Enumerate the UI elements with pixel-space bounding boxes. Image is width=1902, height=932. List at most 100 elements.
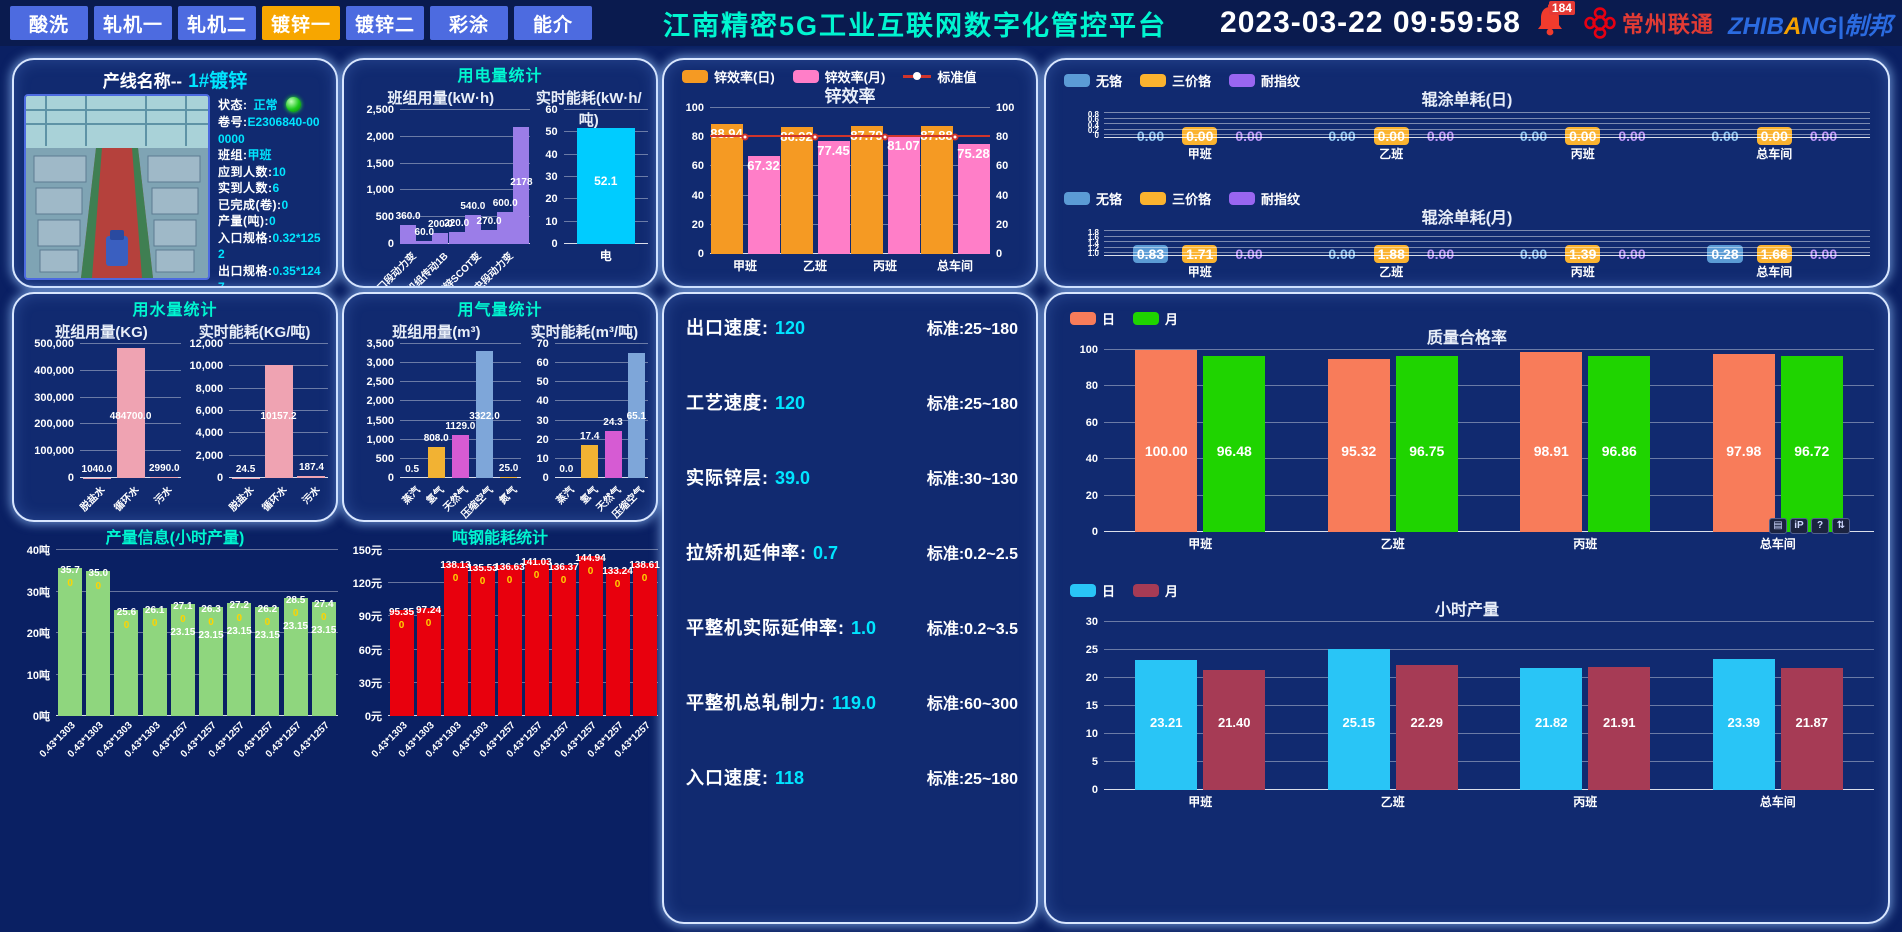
y-axis-tick: 60 — [691, 160, 704, 173]
kpi-value: 118 — [775, 768, 805, 788]
production-line-name: 1#镀锌 — [188, 70, 248, 92]
sub-label: 0 — [264, 617, 271, 629]
legend-item[interactable]: 月 — [1133, 581, 1178, 600]
kpi-value: 1.0 — [851, 618, 877, 638]
nav-tab-5[interactable]: 镀锌二 — [346, 6, 424, 40]
x-axis-label: 丙班 — [1573, 537, 1598, 551]
x-axis-label: 乙班 — [1379, 147, 1404, 161]
sub-label: 0 — [151, 617, 158, 629]
field-label: 出口规格: — [218, 263, 273, 278]
value-label: 60.0 — [414, 226, 435, 238]
chart-title: 小时产量 — [1434, 602, 1499, 619]
value-label: 136.63 — [494, 561, 525, 573]
legend-item[interactable]: 日 — [1070, 309, 1115, 328]
sub-label: 0 — [533, 569, 540, 581]
value-label: 144.94 — [575, 552, 606, 564]
nav-tab-6[interactable]: 彩涂 — [430, 6, 508, 40]
legend-item[interactable]: 无铬 — [1064, 71, 1122, 90]
notification-bell[interactable]: 184 — [1535, 1, 1575, 43]
electric-panel-title: 用电量统计 — [457, 68, 543, 85]
y-axis-tick: 1,500 — [366, 414, 394, 427]
chart-title: 班组用量(m³) — [392, 324, 481, 341]
zinc-efficiency-panel: 锌效率(日) 锌效率(月) 标准值 锌效率 100 80 60 40 20 0 88.94 67.32… — [662, 58, 1038, 288]
legend-item[interactable]: 无铬 — [1064, 189, 1122, 208]
toolbox-data-view-icon[interactable]: ▤ — [1769, 518, 1787, 534]
legend-label: 标准值 — [937, 69, 977, 85]
bar — [850, 125, 883, 254]
y-axis: 1.8 1.6 1.4 1.2 1.0 — [1087, 228, 1099, 258]
electric-charts: 班组用量(kW·h) 2,500 2,000 1,500 1,000 500 0 360.0 6… — [352, 88, 648, 286]
legend-item[interactable]: 标准值 — [903, 67, 976, 86]
nav-tab-7[interactable]: 能介 — [514, 6, 592, 40]
legend-item[interactable]: 锌效率(月) — [792, 67, 885, 86]
value-label: 3322.0 — [469, 410, 500, 422]
legend-item[interactable]: 三价铬 — [1140, 189, 1211, 208]
unicom-knot-icon — [1584, 7, 1616, 39]
y-axis-tick: 2,500 — [366, 104, 394, 116]
kpi-value: 120 — [775, 318, 806, 338]
field-value: 10 — [272, 164, 286, 179]
nav-tab-1[interactable]: 酸洗 — [10, 6, 88, 40]
y-axis-tick: 60 — [1085, 416, 1098, 429]
x-axis-label: 甲班 — [1188, 795, 1213, 809]
legend-label: 耐指纹 — [1261, 73, 1301, 89]
x-axis-label: 乙班 — [802, 259, 827, 273]
category-group: 0.00 0.00 0.00 乙班 — [1296, 127, 1488, 162]
bar — [581, 444, 599, 478]
legend-item[interactable]: 耐指纹 — [1229, 71, 1300, 90]
toolbox-ip-icon[interactable]: iP — [1790, 518, 1808, 534]
value-label: 0.00 — [1182, 127, 1218, 145]
legend-item[interactable]: 月 — [1133, 309, 1178, 328]
value-label: 0.00 — [1809, 128, 1838, 144]
legend-item[interactable]: 锌效率(日) — [682, 67, 775, 86]
bar — [475, 350, 493, 478]
value-label: 484700.0 — [109, 410, 152, 422]
value-label: 95.35 — [388, 607, 415, 619]
bar — [1395, 355, 1458, 532]
y-axis-tick: 25 — [1085, 644, 1098, 656]
chart-title: 实时能耗(m³/吨) — [530, 324, 639, 341]
legend-swatch — [1070, 583, 1096, 597]
value-label: 97.98 — [1726, 443, 1762, 460]
legend-item[interactable]: 三价铬 — [1140, 71, 1211, 90]
sub-label: 23.15 — [226, 626, 252, 638]
electric-realtime-chart: 实时能耗(kW·h/吨) 60 50 40 30 20 10 0 52.1 电 — [530, 88, 648, 284]
bar — [1588, 667, 1651, 790]
bar — [887, 135, 920, 254]
value-label: 600.0 — [492, 197, 518, 209]
value-label: 141.03 — [521, 556, 552, 568]
bar — [1780, 667, 1843, 790]
field-label: 卷号: — [218, 115, 248, 129]
nav-tab-3[interactable]: 轧机二 — [178, 6, 256, 40]
value-label: 0.00 — [1136, 128, 1165, 144]
water-group-chart: 班组用量(KG) 500,000 400,000 300,000 200,000 100,… — [22, 322, 182, 518]
production-field: 已完成(卷):0 — [218, 197, 326, 214]
kpi-panel: 出口速度: 120 标准:25~180 工艺速度: 120 标准:25~180 实际锌层… — [662, 292, 1038, 924]
legend-line-swatch — [903, 72, 932, 80]
value-label: 136.37 — [548, 562, 579, 574]
legend-label: 三价铬 — [1172, 73, 1212, 89]
sub-label: 23.15 — [198, 629, 224, 641]
legend-item[interactable]: 日 — [1070, 581, 1115, 600]
legend-swatch — [1070, 311, 1096, 325]
legend-item[interactable]: 耐指纹 — [1229, 189, 1300, 208]
status-row: 状态: 正常 — [218, 94, 326, 114]
nav-tab-2[interactable]: 轧机一 — [94, 6, 172, 40]
toolbox-sort-icon[interactable]: ⇅ — [1832, 518, 1850, 534]
value-label: 540.0 — [460, 201, 486, 213]
bar — [114, 609, 139, 716]
kpi-label: 实际锌层: — [686, 468, 775, 488]
nav-tab-4[interactable]: 镀锌一 — [262, 6, 340, 40]
chart-title: 实时能耗(kW·h/吨) — [535, 90, 642, 129]
brand-part-2: A — [1783, 12, 1802, 40]
brand-logo: ZHIBANG|制邦 — [1728, 6, 1892, 41]
value-label: 25.15 — [1342, 714, 1376, 730]
value-label: 0.00 — [1373, 127, 1409, 145]
toolbox-help-icon[interactable]: ? — [1811, 518, 1829, 534]
production-line-photo — [24, 94, 210, 280]
value-label: 360.0 — [395, 210, 421, 222]
bar — [199, 606, 224, 716]
bar — [957, 144, 990, 254]
y-axis-tick: 80 — [691, 131, 704, 144]
field-label: 产量(吨): — [218, 214, 269, 228]
